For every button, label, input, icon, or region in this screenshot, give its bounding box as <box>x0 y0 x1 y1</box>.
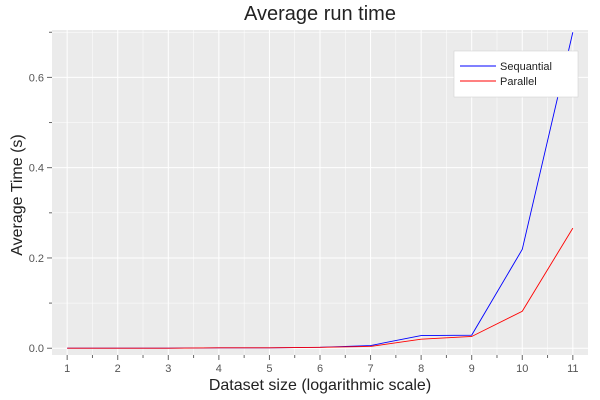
x-tick-label: 6 <box>317 363 323 375</box>
y-tick-label: 0.2 <box>29 253 44 265</box>
x-tick-label: 4 <box>216 363 222 375</box>
x-tick-label: 8 <box>418 363 424 375</box>
y-tick-label: 0.4 <box>29 163 44 175</box>
x-tick-label: 1 <box>64 363 70 375</box>
y-tick-label: 0.6 <box>29 72 44 84</box>
chart-title: Average run time <box>244 3 396 25</box>
series-line-parallel <box>67 227 574 349</box>
x-tick-label: 9 <box>469 363 475 375</box>
x-tick-label: 10 <box>516 363 528 375</box>
legend-label-sequential: Sequantial <box>500 61 552 73</box>
x-tick-label: 2 <box>115 363 121 375</box>
series-layer <box>67 32 574 349</box>
y-axis-label: Average Time (s) <box>9 134 26 256</box>
legend: Sequantial Parallel <box>453 50 579 98</box>
x-tick-label: 3 <box>165 363 171 375</box>
legend-box <box>453 50 579 98</box>
x-tick-label: 11 <box>567 363 578 375</box>
legend-label-parallel: Parallel <box>500 76 537 88</box>
x-tick-label: 7 <box>368 363 374 375</box>
axis-layer: 1 2 3 4 5 6 7 8 9 10 11 0.0 0.2 0.4 0.6 <box>29 31 579 375</box>
y-tick-label: 0.0 <box>29 343 44 355</box>
x-tick-label: 5 <box>266 363 272 375</box>
x-axis-label: Dataset size (logarithmic scale) <box>209 377 431 394</box>
